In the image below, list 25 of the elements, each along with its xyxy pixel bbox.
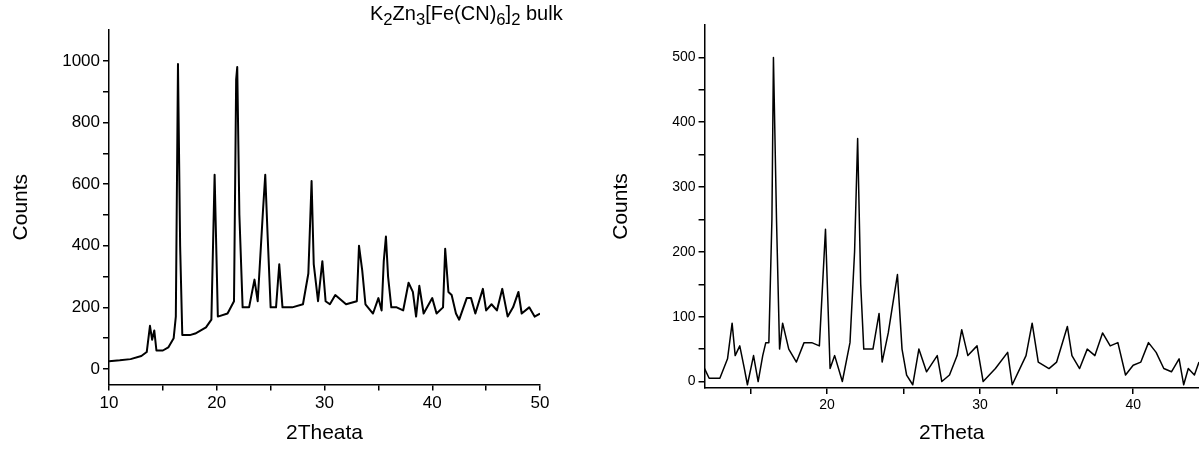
y-tick-label: 200 [71, 297, 101, 317]
y-tick-label: 600 [71, 173, 101, 193]
y-tick-label: 300 [672, 177, 696, 194]
x-tick-label: 50 [530, 393, 550, 413]
x-tick-label: 30 [972, 396, 989, 413]
chart-title: K$_{2}$Zn$_{3}$[Fe(CN)$_{6}$]$_{2}$ bulk [370, 2, 563, 29]
x-tick-label: 20 [819, 396, 836, 413]
x-axis-title: 2Theta [919, 420, 985, 444]
x-tick-label: 40 [422, 393, 442, 413]
y-tick-label: 400 [672, 113, 696, 130]
y-axis-title: Counts [8, 173, 32, 241]
x-tick-label: 30 [315, 393, 334, 413]
y-tick-label: 400 [71, 235, 101, 255]
y-tick-label: 1000 [62, 50, 101, 70]
y-tick-label: 200 [672, 242, 696, 259]
x-tick-label: 10 [99, 393, 119, 413]
y-tick-label: 500 [672, 48, 696, 65]
x-tick-label: 40 [1125, 396, 1142, 413]
x-tick-label: 20 [207, 393, 227, 413]
y-tick-label: 0 [687, 372, 696, 389]
y-tick-label: 0 [90, 358, 101, 378]
y-axis-title: Counts [608, 173, 632, 240]
x-axis-title: 2Theata [285, 420, 364, 444]
y-tick-label: 800 [71, 112, 101, 132]
y-tick-label: 100 [672, 307, 696, 324]
